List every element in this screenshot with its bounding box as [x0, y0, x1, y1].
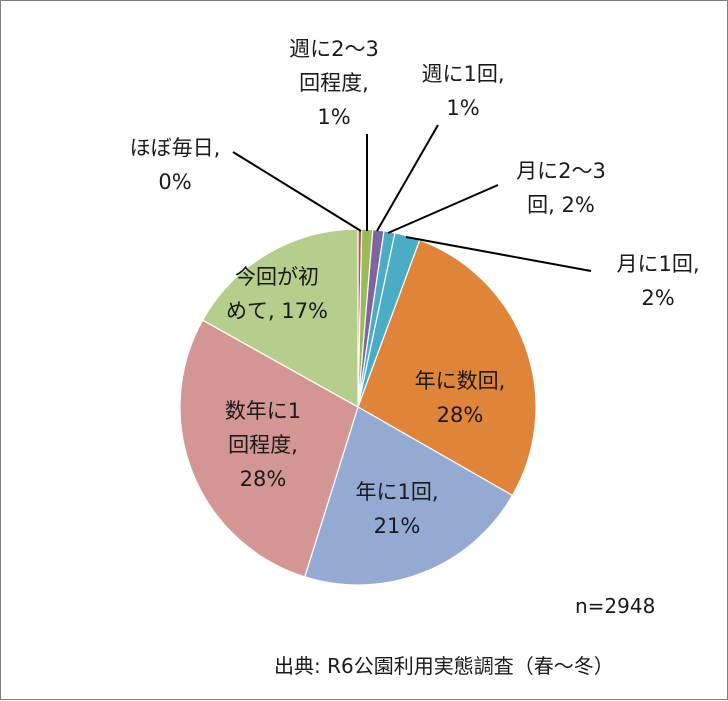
slice-label-line: 回程度,	[228, 433, 298, 457]
pie-slices	[179, 228, 537, 586]
slice-label: 年に数回, 28%	[415, 369, 506, 427]
slice-label-line: 週に2～3	[289, 37, 379, 61]
slice-label-line: 回, 2%	[527, 193, 595, 217]
slice-label-line: 数年に1	[225, 399, 301, 423]
slice-label-line: ほぼ毎日,	[130, 136, 221, 160]
leader-lines	[232, 124, 592, 272]
slice-label: ほぼ毎日, 0%	[130, 136, 221, 194]
leader-line	[387, 184, 499, 234]
slice-label-line: 月に2～3	[516, 159, 606, 183]
slice-label: 今回が初めて, 17%	[226, 265, 328, 323]
slice-label-line: 0%	[158, 170, 191, 194]
leader-line	[232, 151, 362, 232]
pie-slice	[201, 228, 359, 409]
leader-line	[405, 236, 592, 272]
slice-label: 週に2～3 回程度, 1%	[289, 37, 379, 129]
slice-label-line: めて, 17%	[226, 299, 328, 323]
slice-label-line: 週に1回,	[421, 62, 504, 86]
slice-label: 月に2～3 回, 2%	[516, 159, 606, 217]
slice-label-line: 月に1回,	[616, 252, 699, 276]
slice-label-line: 2%	[641, 286, 674, 310]
slice-label-line: 1%	[446, 96, 479, 120]
pie-slice	[179, 319, 359, 578]
pie-slice	[304, 406, 514, 586]
source-label: 出典: R6公園利用実態調査（春～冬）	[274, 654, 614, 678]
slice-label-line: 1%	[317, 105, 350, 129]
slice-label: 年に1回, 21%	[355, 480, 438, 538]
slice-label-line: 28%	[240, 467, 287, 491]
slice-label: 週に1回, 1%	[421, 62, 504, 120]
slice-label-line: 今回が初	[235, 265, 319, 289]
slice-label-line: 年に1回,	[355, 480, 438, 504]
slice-label-line: 回程度,	[299, 71, 369, 95]
slice-label-line: 21%	[374, 514, 421, 538]
leader-line	[376, 124, 439, 232]
slice-label-line: 28%	[437, 403, 484, 427]
slice-label: 数年に1 回程度, 28%	[225, 399, 301, 491]
slice-label-line: 年に数回,	[415, 369, 506, 393]
sample-size-label: n=2948	[575, 594, 655, 618]
slice-labels: ほぼ毎日, 0% 週に2～3 回程度, 1% 週に1回, 1% 月に2～3 回, 2% 月に1回,…	[130, 37, 700, 538]
slice-label: 月に1回, 2%	[616, 252, 699, 310]
pie-slice	[357, 239, 537, 497]
